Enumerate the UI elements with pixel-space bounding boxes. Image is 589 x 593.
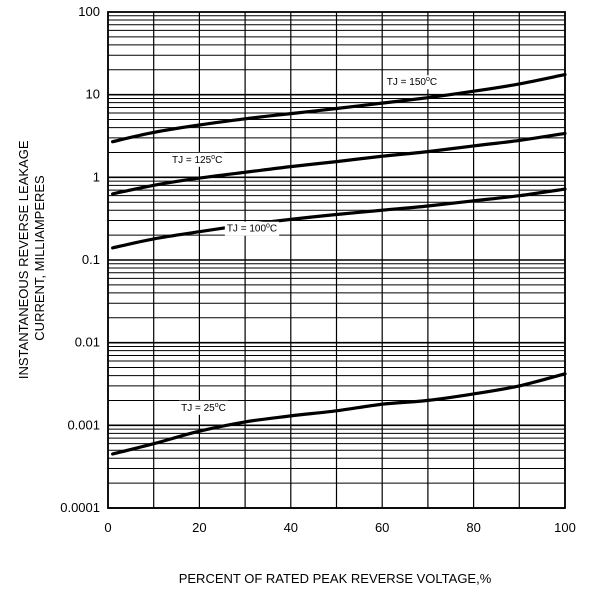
tick-labels: 0 20 40 60 80 100 0.0001 0.001 0.01 0.1 1 10 100 [60,4,576,535]
curve-label-prefix: TJ = 125 [172,155,212,166]
y-axis-title: INSTANTANEOUS REVERSE LEAKAGE CURRENT, M… [16,137,47,379]
plot-frame [107,11,566,509]
curve-label-2: TJ = 100oC [224,221,280,236]
curve-label-unit: C [430,77,437,88]
series-line-1 [111,131,567,196]
x-tick-label: 40 [284,520,298,535]
curve-label-degree: o [266,223,270,230]
y-axis-title-line-2: CURRENT, MILLIAMPERES [32,175,47,341]
curve-label-background [224,221,280,236]
curve-label-degree: o [215,402,219,409]
curve-label-degree: o [426,76,430,83]
curve-label-prefix: TJ = 25 [181,403,215,414]
y-tick-label: 0.01 [75,335,100,350]
series-line-2 [111,187,567,250]
curve-label-0: TJ = 150oC [384,75,440,90]
curve-label-text: TJ = 125oC [172,154,222,166]
series-line-0 [111,73,567,144]
curve-label-degree: o [211,154,215,161]
x-axis-title: PERCENT OF RATED PEAK REVERSE VOLTAGE,% [179,571,492,586]
y-tick-label: 0.0001 [60,500,100,515]
curve-label-background [169,152,225,167]
x-tick-label: 80 [466,520,480,535]
y-tick-label: 1 [93,169,100,184]
x-tick-label: 60 [375,520,389,535]
curve-label-3: TJ = 25oC [179,400,228,415]
grid [107,11,566,509]
y-tick-label: 0.001 [67,417,100,432]
series-line-3 [111,372,567,456]
x-tick-label: 100 [554,520,576,535]
curve-label-text: TJ = 25oC [181,402,226,414]
series-group [111,73,567,456]
x-tick-label: 0 [104,520,111,535]
curve-label-unit: C [219,403,226,414]
curve-label-prefix: TJ = 150 [387,77,427,88]
curve-label-background [384,75,440,90]
curve-label-text: TJ = 100oC [227,223,277,235]
curve-label-1: TJ = 125oC [169,152,225,167]
x-tick-label: 20 [192,520,206,535]
y-tick-label: 0.1 [82,252,100,267]
curve-label-prefix: TJ = 100 [227,224,267,235]
curve-label-unit: C [215,155,222,166]
y-tick-label: 10 [86,87,100,102]
curve-label-text: TJ = 150oC [387,76,437,88]
curve-label-unit: C [270,224,277,235]
y-axis-title-line-1: INSTANTANEOUS REVERSE LEAKAGE [16,140,31,379]
curve-label-background [179,400,228,415]
y-tick-label: 100 [78,4,100,19]
